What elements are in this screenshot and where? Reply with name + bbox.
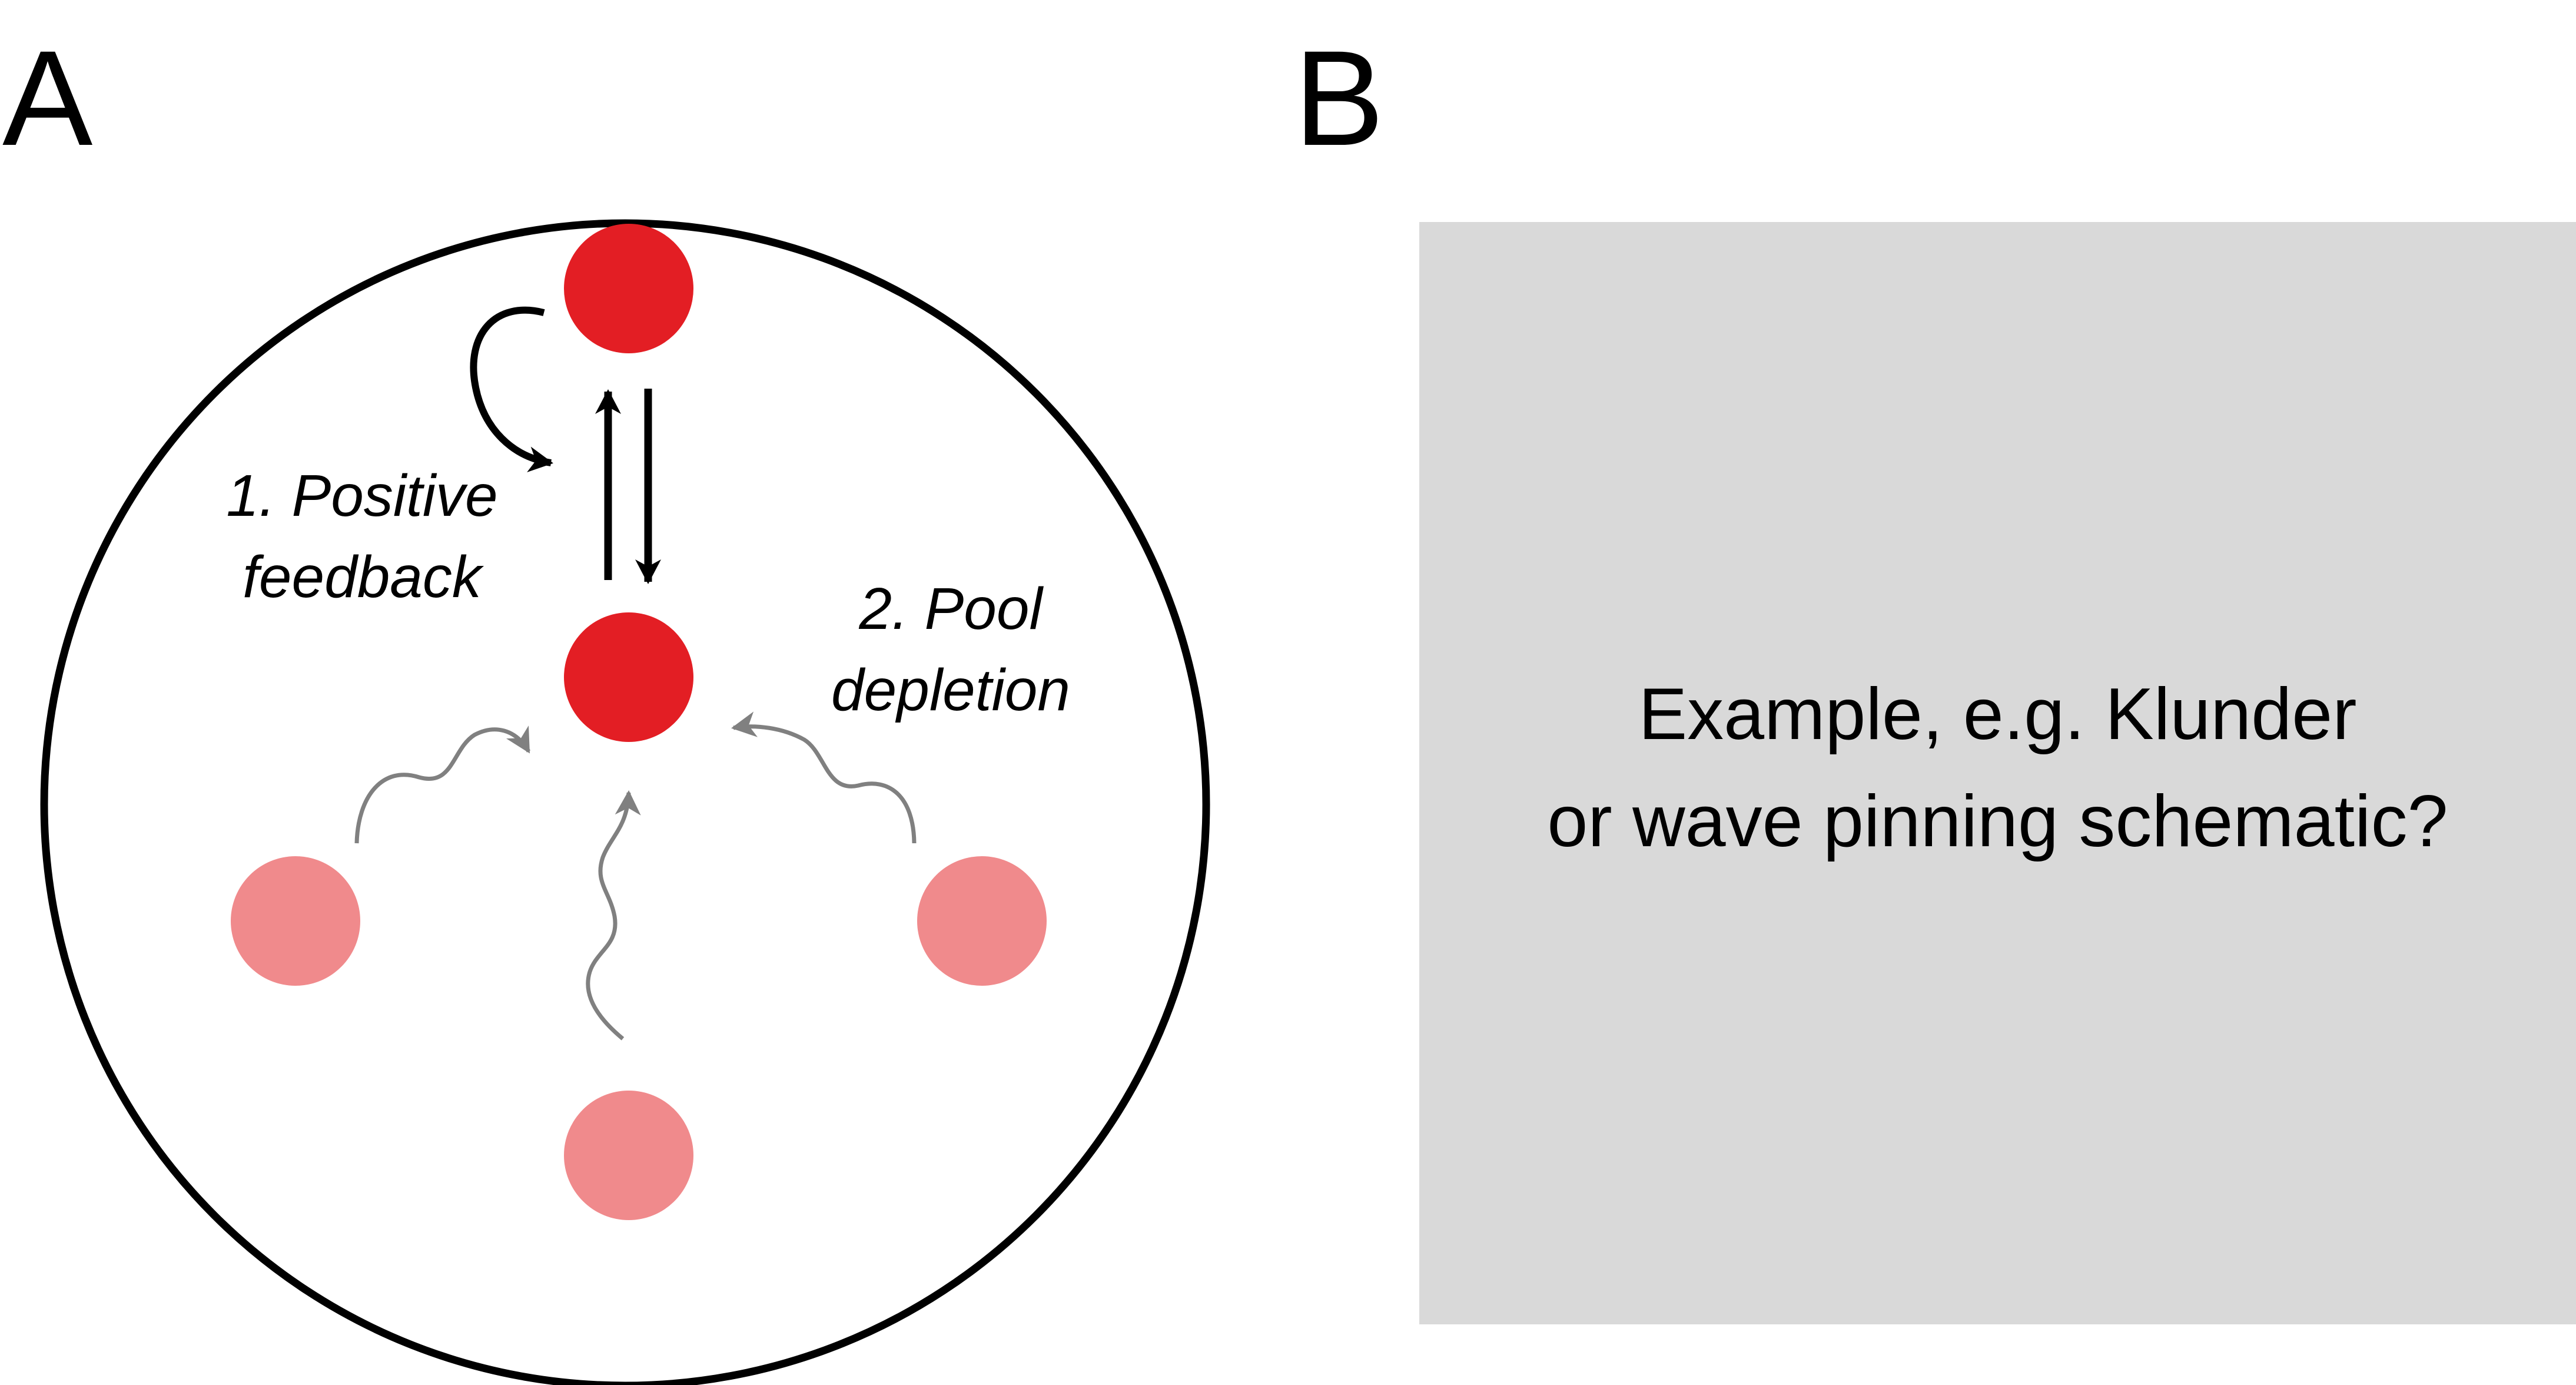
pool-depletion-label-line1: 2. Pool — [859, 576, 1043, 642]
positive-feedback-label: 1. Positive feedback — [224, 455, 500, 618]
diffusion-arrow-left — [354, 725, 531, 844]
diffusion-arrow-bottom — [586, 790, 641, 1041]
cell-outline — [40, 219, 1210, 1385]
inactive-molecule-bottom — [564, 1091, 693, 1220]
placeholder-text-line1: Example, e.g. Klunder — [1638, 674, 2357, 755]
positive-feedback-label-line2: feedback — [243, 544, 482, 610]
active-molecule-top — [564, 224, 693, 353]
positive-feedback-label-line1: 1. Positive — [226, 463, 498, 529]
placeholder-text: Example, e.g. Klunder or wave pinning sc… — [1547, 661, 2448, 875]
panel-b-placeholder: Example, e.g. Klunder or wave pinning sc… — [1419, 222, 2576, 1324]
active-molecule-center — [564, 612, 693, 742]
panel-a-label: A — [2, 22, 93, 174]
placeholder-text-line2: or wave pinning schematic? — [1547, 781, 2448, 862]
inactive-molecule-right — [917, 856, 1047, 986]
positive-feedback-arrow — [470, 306, 553, 473]
diffusion-arrow-right — [731, 711, 917, 844]
pool-depletion-label: 2. Pool depletion — [812, 568, 1089, 731]
panel-b-label: B — [1294, 22, 1385, 174]
inactive-molecule-left — [231, 856, 360, 986]
pool-depletion-label-line2: depletion — [831, 657, 1070, 723]
